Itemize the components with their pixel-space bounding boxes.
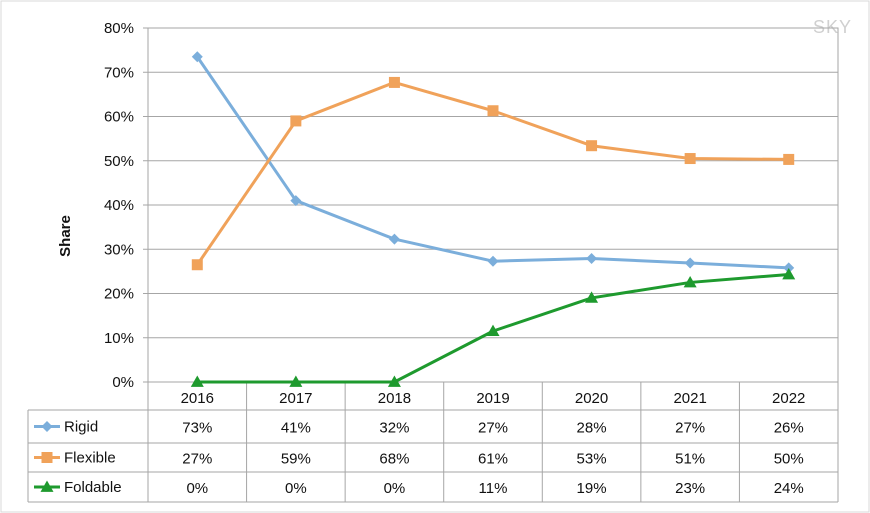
data-point-flexible	[586, 140, 598, 152]
data-point-foldable	[683, 275, 697, 288]
x-tick-label: 2018	[378, 390, 411, 407]
table-cell-flexible: 50%	[774, 451, 804, 468]
data-point-rigid	[783, 262, 795, 274]
data-point-foldable	[190, 375, 204, 387]
table-cell-foldable: 11%	[479, 480, 508, 497]
y-tick-label: 20%	[104, 286, 134, 303]
data-point-foldable	[387, 375, 401, 387]
data-point-foldable	[486, 324, 500, 336]
data-point-flexible	[191, 259, 203, 271]
table-cell-foldable: 0%	[384, 480, 406, 497]
data-point-rigid	[586, 253, 598, 265]
x-tick-label: 2022	[772, 390, 805, 407]
y-tick-label: 80%	[104, 20, 134, 37]
table-cell-foldable: 0%	[186, 480, 208, 497]
x-tick-label: 2019	[476, 390, 509, 407]
table-cell-foldable: 23%	[675, 480, 705, 497]
y-tick-label: 50%	[104, 153, 134, 170]
legend-label-rigid: Rigid	[64, 419, 98, 436]
data-point-rigid	[290, 195, 302, 207]
data-point-rigid	[684, 257, 696, 269]
y-tick-label: 60%	[104, 109, 134, 126]
table-cell-flexible: 68%	[379, 451, 409, 468]
data-point-foldable	[289, 375, 303, 387]
table-cell-flexible: 59%	[281, 451, 311, 468]
data-point-flexible	[783, 153, 795, 165]
x-tick-label: 2021	[673, 390, 706, 407]
table-cell-foldable: 24%	[774, 480, 804, 497]
table-cell-rigid: 73%	[182, 420, 212, 437]
legend-label-foldable: Foldable	[64, 479, 122, 496]
table-cell-rigid: 28%	[577, 420, 607, 437]
table-cell-flexible: 51%	[675, 451, 705, 468]
table-cell-foldable: 0%	[285, 480, 307, 497]
legend-marker-foldable	[40, 480, 54, 492]
y-tick-label: 10%	[104, 330, 134, 347]
x-tick-label: 2020	[575, 390, 608, 407]
y-tick-labels: 0% 10% 20% 30% 40% 50% 60% 70% 80%	[104, 20, 134, 391]
table-cell-rigid: 27%	[675, 420, 705, 437]
x-tick-label: 2017	[279, 390, 312, 407]
table-cell-rigid: 27%	[478, 420, 508, 437]
y-tick-label: 0%	[112, 374, 134, 391]
legend-label-flexible: Flexible	[64, 450, 116, 467]
data-point-flexible	[388, 76, 400, 88]
data-point-flexible	[290, 115, 302, 127]
table-cell-rigid: 41%	[281, 420, 311, 437]
y-tick-label: 40%	[104, 197, 134, 214]
data-point-flexible	[487, 105, 499, 117]
data-point-foldable	[585, 291, 599, 303]
table-cell-rigid: 32%	[379, 420, 409, 437]
table-cell-flexible: 27%	[182, 451, 212, 468]
table-cell-foldable: 19%	[577, 480, 607, 497]
table-cell-flexible: 53%	[577, 451, 607, 468]
data-table: 2016 2017 2018 2019 2020 2021 2022 Rigid 73% 41% 3…	[27, 382, 839, 503]
y-axis-label: Share	[57, 215, 74, 257]
gridlines	[143, 27, 839, 383]
data-point-rigid	[191, 51, 203, 63]
data-point-rigid	[388, 233, 400, 245]
legend-marker-flexible	[41, 452, 53, 463]
data-point-foldable	[782, 267, 796, 280]
data-point-flexible	[684, 153, 696, 165]
legend-marker-rigid	[41, 421, 53, 432]
y-tick-label: 70%	[104, 64, 134, 81]
x-tick-label: 2016	[181, 390, 214, 407]
series-markers	[190, 51, 796, 387]
table-cell-rigid: 26%	[774, 420, 804, 437]
watermark: SKY	[813, 17, 852, 37]
y-tick-label: 30%	[104, 241, 134, 258]
data-point-rigid	[487, 255, 499, 267]
table-cell-flexible: 61%	[478, 451, 508, 468]
